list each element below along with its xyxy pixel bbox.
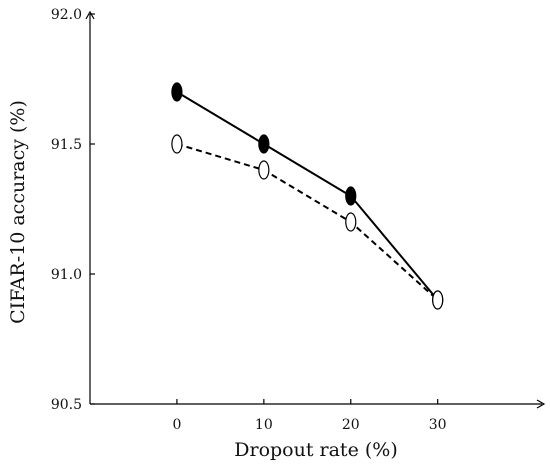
series-line	[176, 91, 439, 301]
x-tick-label: 10	[255, 417, 273, 433]
y-tick-label: 91.5	[51, 137, 82, 153]
data-point	[171, 134, 183, 154]
y-tick-label: 92.0	[51, 7, 82, 23]
data-point	[171, 82, 183, 102]
y-axis-arrow	[85, 10, 95, 20]
series-2	[171, 134, 444, 310]
data-point	[258, 134, 270, 154]
data-point	[345, 212, 357, 232]
x-tick-label: 20	[342, 417, 360, 433]
series-line	[176, 143, 439, 301]
data-point	[345, 186, 357, 206]
data-point	[432, 290, 444, 310]
x-axis-arrow	[536, 399, 546, 409]
ticks: 0 10 20 30 90.5 91.0 91.5 92.0	[51, 7, 447, 433]
axes	[85, 10, 546, 409]
x-tick-label: 0	[172, 417, 181, 433]
x-axis-title: Dropout rate (%)	[234, 439, 397, 461]
series-group	[171, 82, 444, 310]
x-tick-label: 30	[429, 417, 447, 433]
y-tick-label: 91.0	[51, 267, 82, 283]
y-tick-label: 90.5	[51, 397, 82, 413]
data-point	[258, 160, 270, 180]
y-axis-title: CIFAR-10 accuracy (%)	[7, 100, 29, 324]
